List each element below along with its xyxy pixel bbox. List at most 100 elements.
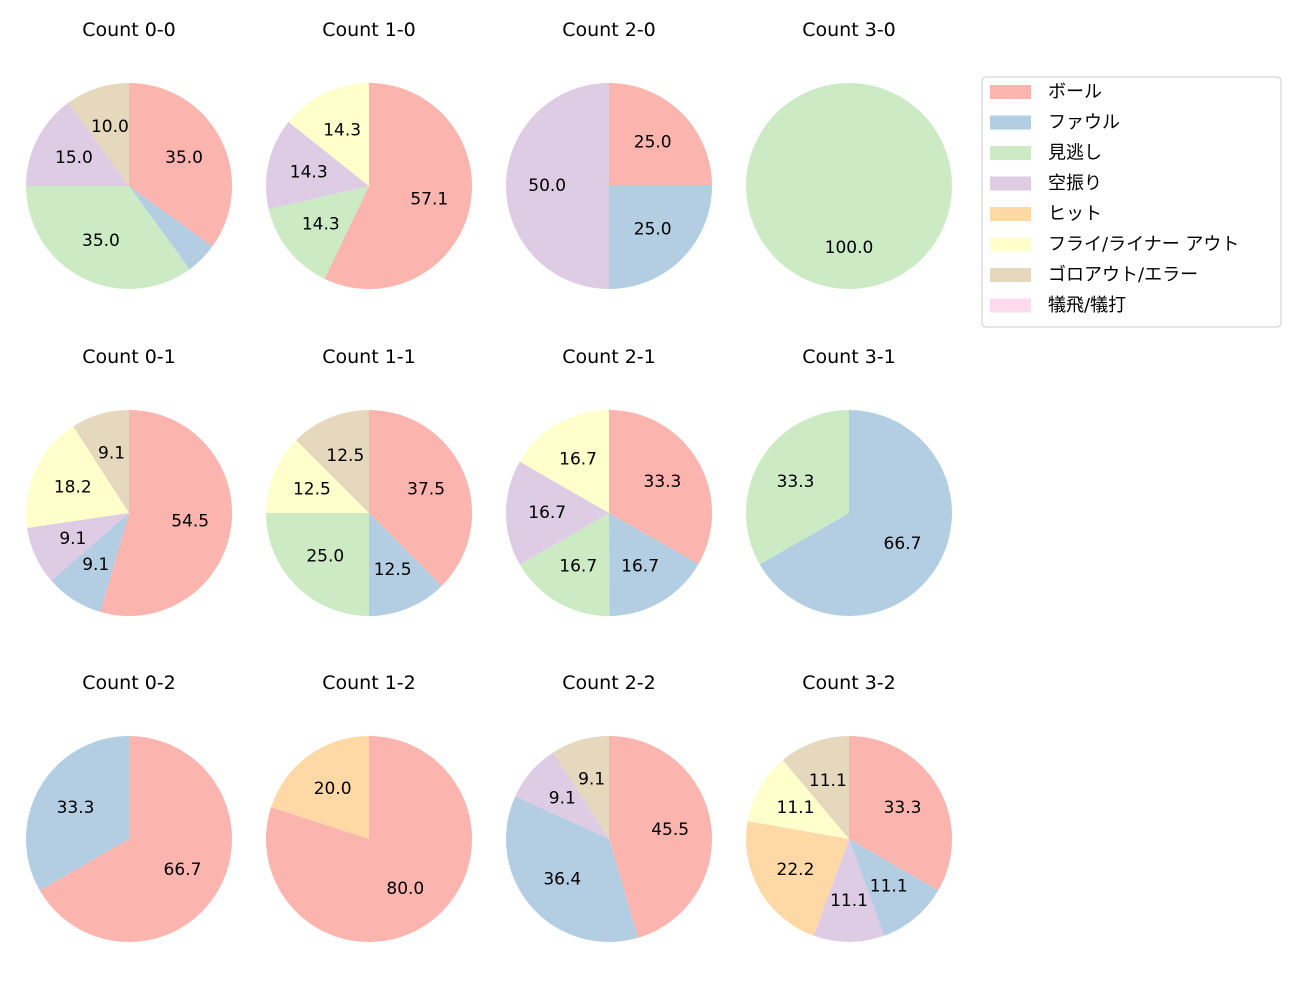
legend-label: ヒット bbox=[1048, 204, 1102, 225]
slice-label: 9.1 bbox=[98, 444, 125, 464]
pie-slice bbox=[68, 83, 129, 186]
pie-slice bbox=[369, 410, 472, 586]
slice-label: 57.1 bbox=[410, 190, 448, 210]
pie-count-0-0: Count 0-0 35.0 35.0 15.0 10.0 bbox=[26, 19, 232, 289]
pie-slice bbox=[27, 513, 129, 581]
pie-title: Count 2-0 bbox=[562, 19, 656, 41]
slice-label: 9.1 bbox=[82, 555, 109, 575]
pie-slice bbox=[609, 410, 713, 565]
slice-label: 35.0 bbox=[165, 148, 203, 168]
slice-label: 100.0 bbox=[825, 238, 874, 258]
pie-count-2-2: Count 2-2 45.5 36.4 9.19.1 bbox=[506, 672, 712, 942]
pies: Count 0-0 35.0 35.0 15.0 10.0 Count 1-0 57.1 14… bbox=[25, 19, 952, 943]
pie-count-3-2: Count 3-233.311.111.122.211.111.1 bbox=[746, 672, 952, 942]
pie-slice bbox=[129, 186, 213, 270]
pie-slice bbox=[39, 736, 233, 942]
pie-slice bbox=[324, 83, 472, 290]
pie-slice bbox=[747, 760, 849, 839]
slice-label: 25.0 bbox=[634, 132, 672, 152]
pie-slice bbox=[609, 83, 712, 186]
slice-label: 22.2 bbox=[777, 860, 815, 880]
pie-title: Count 1-0 bbox=[322, 19, 416, 41]
pie-slice bbox=[813, 839, 885, 942]
pie-count-2-1: Count 2-1 33.3 16.7 16.7 16.7 16.7 bbox=[506, 346, 713, 616]
slice-label: 66.7 bbox=[884, 534, 922, 554]
slice-label: 50.0 bbox=[528, 176, 566, 196]
pie-slice bbox=[759, 410, 952, 616]
pie-title: Count 0-0 bbox=[82, 19, 176, 41]
legend-label: ゴロアウト/エラー bbox=[1048, 265, 1198, 286]
slice-label: 9.1 bbox=[578, 770, 605, 790]
pie-slice bbox=[51, 513, 130, 612]
pie-slice bbox=[369, 513, 442, 616]
slice-label: 33.3 bbox=[57, 798, 95, 818]
slice-label: 9.1 bbox=[59, 529, 86, 549]
slice-label: 33.3 bbox=[884, 798, 922, 818]
pie-title: Count 1-2 bbox=[322, 672, 416, 694]
pie-count-3-0: Count 3-0 100.0 bbox=[746, 19, 952, 289]
slice-label: 37.5 bbox=[407, 479, 445, 499]
pie-slice bbox=[26, 186, 190, 289]
pie-slice bbox=[271, 736, 369, 839]
slice-label: 12.5 bbox=[374, 560, 412, 580]
slice-label: 11.1 bbox=[870, 876, 908, 896]
pie-title: Count 3-0 bbox=[802, 19, 896, 41]
pie-title: Count 2-1 bbox=[562, 346, 656, 368]
pie-title: Count 0-2 bbox=[82, 672, 176, 694]
pie-slice bbox=[519, 410, 609, 513]
pie-title: Count 3-1 bbox=[802, 346, 896, 368]
pie-count-1-1: Count 1-1 37.5 12.5 25.0 12.5 12.5 bbox=[266, 346, 472, 616]
pie-slice bbox=[782, 736, 849, 839]
slice-label: 12.5 bbox=[293, 479, 331, 499]
pie-slice bbox=[519, 513, 610, 616]
pie-count-1-0: Count 1-0 57.1 14.3 14.3 14.3 bbox=[265, 19, 472, 290]
slice-label: 66.7 bbox=[164, 860, 202, 880]
pie-slice bbox=[506, 83, 609, 289]
slice-label: 45.5 bbox=[651, 820, 689, 840]
pie-slice bbox=[609, 513, 699, 616]
legend-swatch bbox=[990, 237, 1031, 252]
pie-slice bbox=[73, 410, 129, 513]
pie-slice bbox=[25, 426, 129, 528]
slice-label: 14.3 bbox=[323, 120, 361, 140]
slice-label: 25.0 bbox=[634, 220, 672, 240]
slice-label: 15.0 bbox=[55, 148, 93, 168]
pie-title: Count 1-1 bbox=[322, 346, 416, 368]
slice-label: 16.7 bbox=[559, 449, 597, 469]
slice-label: 10.0 bbox=[91, 117, 129, 137]
pie-slice bbox=[849, 839, 939, 936]
pie-count-1-2: Count 1-2 80.0 20.0 bbox=[265, 672, 473, 943]
pie-slice bbox=[746, 410, 849, 565]
pie-slice bbox=[515, 752, 609, 839]
pie-slice bbox=[506, 461, 609, 565]
pie-count-0-2: Count 0-2 66.7 33.3 bbox=[26, 672, 233, 942]
pie-slice bbox=[26, 102, 129, 186]
slice-label: 16.7 bbox=[621, 556, 659, 576]
legend-label: ファウル bbox=[1048, 112, 1120, 133]
legend-swatch bbox=[990, 115, 1031, 130]
pie-count-3-1: Count 3-1 66.7 33.3 bbox=[746, 346, 952, 616]
pie-slice bbox=[849, 736, 952, 891]
legend-swatch bbox=[990, 268, 1031, 282]
pie-slice bbox=[266, 440, 369, 513]
pie-slice bbox=[609, 186, 712, 289]
pie-title: Count 3-2 bbox=[802, 672, 896, 694]
legend-swatch bbox=[990, 146, 1031, 160]
slice-label: 11.1 bbox=[777, 798, 815, 818]
slice-label: 33.3 bbox=[644, 472, 682, 492]
slice-label: 11.1 bbox=[830, 891, 868, 911]
slice-label: 16.7 bbox=[559, 557, 597, 577]
legend-label: 見逃し bbox=[1048, 143, 1102, 164]
slice-label: 14.3 bbox=[290, 162, 328, 182]
legend-label: 空振り bbox=[1048, 173, 1102, 194]
legend-label: ボール bbox=[1048, 82, 1102, 103]
pie-slice bbox=[129, 83, 232, 247]
slice-label: 16.7 bbox=[528, 503, 566, 523]
slice-label: 20.0 bbox=[314, 779, 352, 799]
legend-swatch bbox=[990, 176, 1031, 191]
pie-slice bbox=[746, 83, 952, 289]
pie-count-2-0: Count 2-0 25.0 25.0 50.0 bbox=[506, 19, 712, 289]
pie-slice bbox=[609, 736, 712, 938]
